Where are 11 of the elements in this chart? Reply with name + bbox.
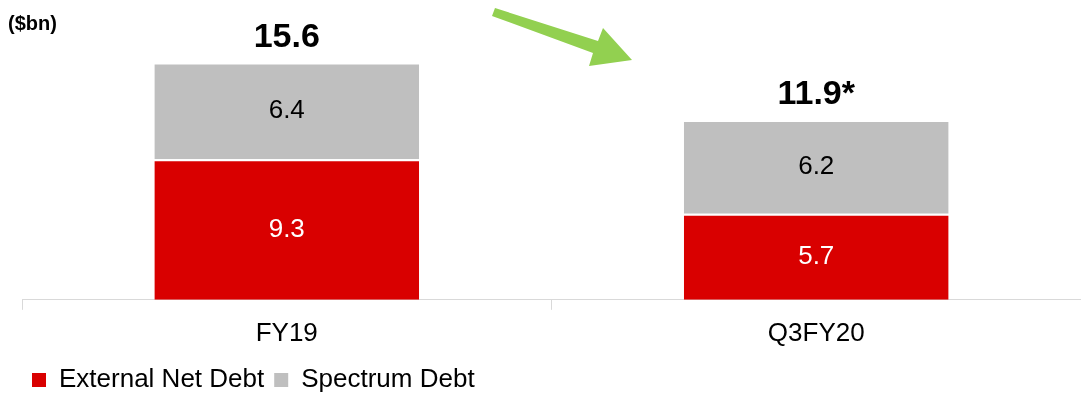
x-tick-label: Q3FY20 [767,316,865,347]
legend-label: External Net Debt [59,363,265,394]
legend-label: Spectrum Debt [301,363,476,394]
data-label: 6.2 [798,149,835,180]
total-label: 11.9* [777,73,856,112]
data-label: 5.7 [798,239,835,270]
y-axis-title: ($bn) [8,11,57,34]
data-label: 6.4 [268,94,305,125]
x-tick-label: FY19 [255,316,318,347]
total-label: 15.6 [253,15,320,54]
data-label: 9.3 [268,212,305,243]
